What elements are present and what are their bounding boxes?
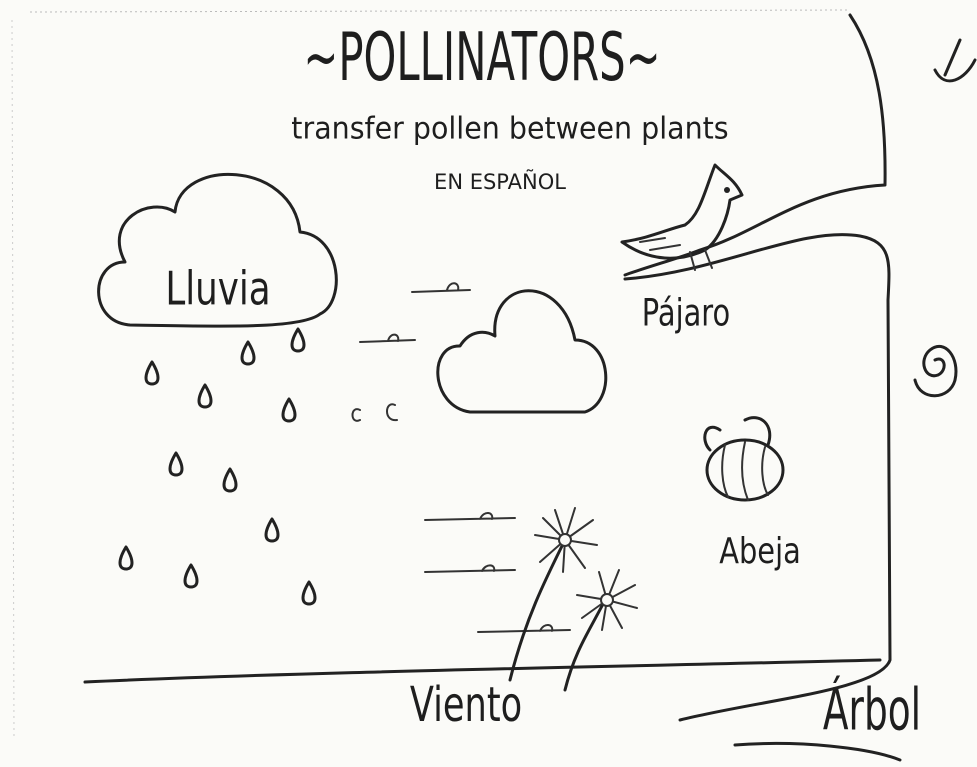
label-viento: Viento [410, 677, 522, 733]
label-abeja: Abeja [719, 530, 801, 572]
page: ~POLLINATORS~ transfer pollen between pl… [0, 0, 977, 767]
title: ~POLLINATORS~ [303, 19, 660, 97]
label-pajaro: Pájaro [642, 291, 730, 335]
subtitle: transfer pollen between plants [291, 111, 728, 146]
label-lluvia: Lluvia [165, 262, 270, 316]
note: EN ESPAÑOL [434, 168, 566, 194]
worksheet: ~POLLINATORS~ transfer pollen between pl… [0, 0, 977, 767]
